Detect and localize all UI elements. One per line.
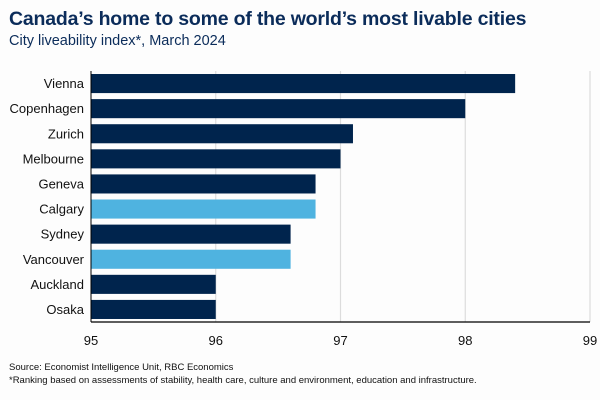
category-label: Vancouver	[23, 252, 85, 267]
bar-auckland	[91, 274, 216, 294]
category-label: Melbourne	[23, 151, 84, 166]
bar-vancouver	[91, 249, 291, 269]
category-label: Osaka	[46, 302, 84, 317]
bar-sydney	[91, 224, 291, 244]
footnote: *Ranking based on assessments of stabili…	[9, 375, 477, 386]
bar-geneva	[91, 174, 316, 194]
chart-subtitle: City liveability index*, March 2024	[9, 33, 226, 49]
category-label: Auckland	[31, 277, 84, 292]
category-label: Copenhagen	[10, 101, 84, 116]
category-label: Geneva	[38, 176, 84, 191]
bar-copenhagen	[91, 99, 466, 119]
category-label: Vienna	[44, 76, 85, 91]
chart-title: Canada’s home to some of the world’s mos…	[9, 8, 527, 30]
bar-osaka	[91, 299, 216, 319]
category-label: Zurich	[48, 126, 84, 141]
x-tick-label: 95	[84, 333, 98, 348]
bar-zurich	[91, 124, 353, 144]
category-label: Sydney	[41, 227, 85, 242]
category-label: Calgary	[39, 202, 84, 217]
bar-melbourne	[91, 149, 341, 169]
x-tick-label: 96	[209, 333, 223, 348]
x-tick-label: 99	[583, 333, 597, 348]
bar-calgary	[91, 199, 316, 219]
source-note: Source: Economist Intelligence Unit, RBC…	[9, 362, 234, 373]
x-tick-label: 98	[458, 333, 472, 348]
bar-vienna	[91, 74, 516, 94]
x-tick-label: 97	[333, 333, 347, 348]
